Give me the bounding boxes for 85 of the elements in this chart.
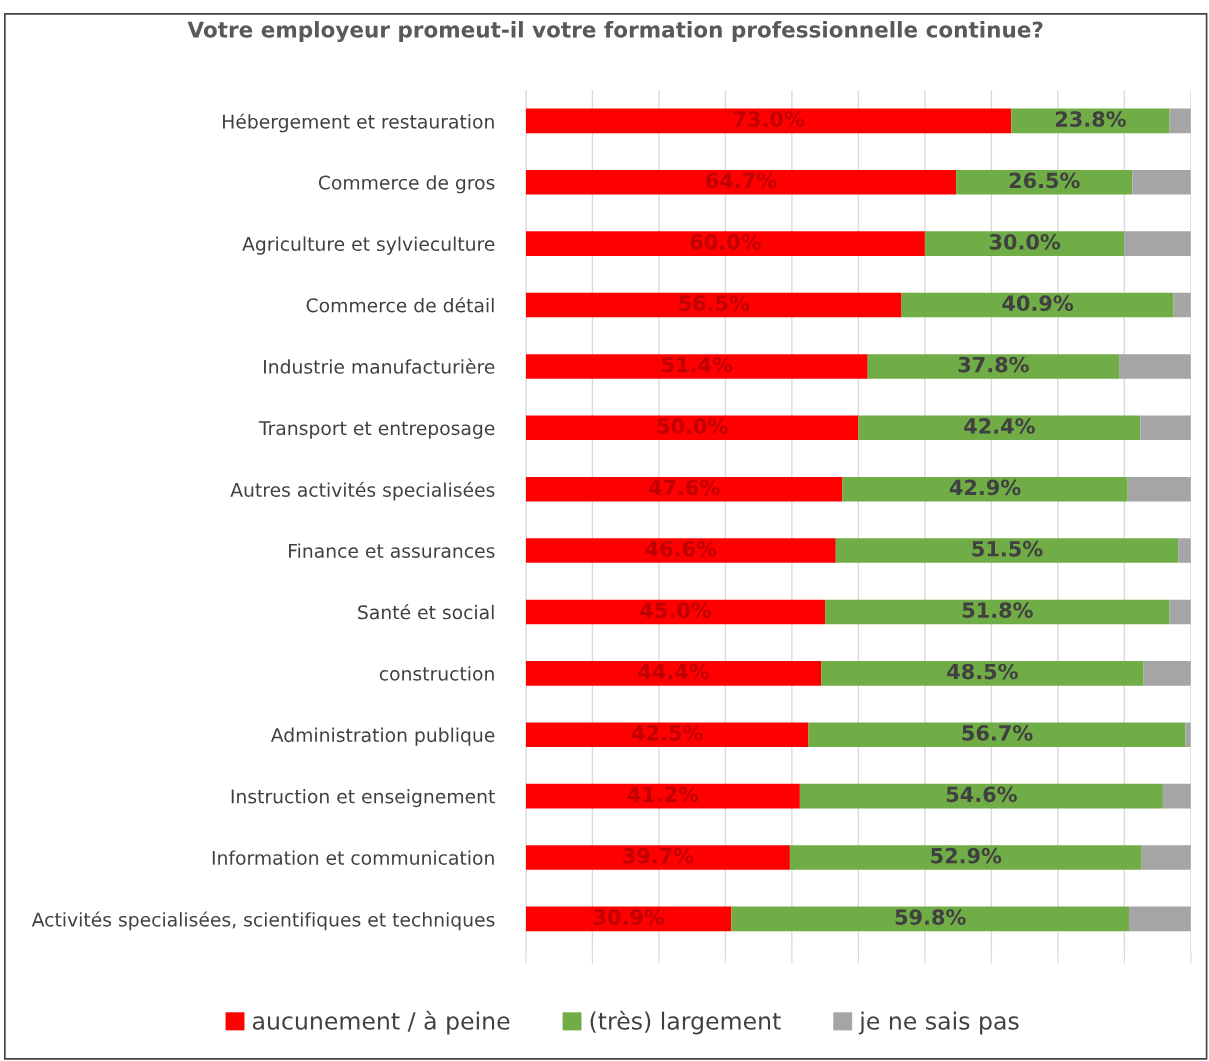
bar	[1124, 231, 1191, 256]
y-tick-label: Hébergement et restauration	[223, 113, 494, 133]
data-label: 56.7%	[962, 725, 1033, 741]
bar	[525, 845, 790, 870]
y-tick-label: Santé et social	[358, 604, 494, 620]
bar	[789, 845, 1142, 870]
bar	[821, 661, 1144, 686]
data-label: 50.0%	[657, 418, 728, 434]
data-label: 44.4%	[638, 663, 710, 680]
data-label: 54.6%	[946, 786, 1017, 803]
bar	[924, 231, 1125, 256]
bar	[525, 292, 902, 318]
legend-label: aucunement / à peine	[252, 1010, 510, 1035]
bar	[525, 599, 826, 625]
data-label: 39.7%	[623, 847, 694, 864]
y-tick-label: Commerce de gros	[318, 175, 495, 194]
bar	[1143, 661, 1191, 686]
bar	[901, 292, 1174, 318]
bar	[1162, 783, 1191, 809]
bar	[525, 415, 859, 441]
data-label: 73.0%	[733, 111, 805, 127]
legend-label: je ne sais pas	[858, 1011, 1019, 1035]
data-label: 42.5%	[632, 725, 703, 741]
bar	[525, 661, 822, 686]
data-label: 30.0%	[989, 233, 1061, 250]
bar	[1173, 292, 1191, 318]
data-label: 45.0%	[640, 602, 711, 619]
bar	[825, 599, 1170, 625]
data-label: 47.6%	[648, 479, 720, 496]
bar	[731, 906, 1130, 932]
bar	[1141, 845, 1191, 870]
bar	[1119, 354, 1191, 379]
data-label: 42.9%	[949, 479, 1021, 496]
data-label: 51.4%	[662, 356, 733, 373]
data-label: 30.9%	[593, 909, 665, 925]
data-label: 37.8%	[958, 356, 1029, 373]
data-label: 59.8%	[895, 909, 966, 925]
bar	[525, 354, 868, 379]
y-tick-label: construction	[379, 666, 494, 681]
data-label: 48.5%	[947, 663, 1018, 680]
legend-label: (très) largement	[590, 1010, 781, 1035]
bar	[842, 476, 1128, 502]
data-label: 64.7%	[706, 172, 777, 189]
bar	[525, 722, 809, 748]
bar	[525, 108, 1012, 134]
bar	[525, 538, 836, 563]
data-label: 51.5%	[972, 540, 1043, 557]
y-tick-label: Finance et assurances	[289, 543, 495, 558]
bar	[525, 231, 925, 256]
data-label: 41.2%	[627, 786, 699, 803]
y-tick-label: Autres activités specialisées	[230, 481, 495, 501]
y-tick-label: Administration publique	[270, 727, 495, 746]
bar	[835, 538, 1179, 563]
data-label: 23.8%	[1055, 111, 1126, 127]
y-tick-label: Industrie manufacturière	[264, 358, 495, 374]
bar	[1169, 108, 1191, 134]
data-label: 52.9%	[931, 847, 1002, 864]
bar	[799, 783, 1163, 809]
bar	[867, 354, 1120, 379]
bar	[1127, 476, 1191, 502]
data-label: 46.6%	[645, 540, 717, 557]
data-label: 40.9%	[1002, 295, 1074, 312]
data-label: 26.5%	[1009, 172, 1080, 189]
y-tick-label: Agriculture et sylvieculture	[242, 236, 495, 255]
chart-title: Votre employeur promeut-il votre formation professionnelle continue?	[187, 21, 1043, 43]
bar	[1140, 415, 1191, 441]
data-label: 51.8%	[962, 602, 1033, 619]
data-label: 60.0%	[690, 233, 761, 250]
bar	[1169, 599, 1191, 625]
bar	[525, 169, 957, 195]
bar	[1129, 906, 1191, 932]
bar	[1178, 538, 1191, 563]
y-tick-label: Commerce de détail	[306, 297, 494, 313]
y-tick-label: Instruction et enseignement	[231, 789, 495, 808]
bar	[525, 783, 800, 809]
y-tick-label: Information et communication	[212, 850, 494, 865]
bar	[858, 415, 1141, 441]
data-label: 42.4%	[964, 418, 1035, 434]
bar	[808, 722, 1186, 748]
bar	[525, 476, 843, 502]
data-label: 56.5%	[679, 295, 750, 312]
bar	[1132, 169, 1191, 195]
y-tick-label: Activités specialisées, scientifiques et techniques	[31, 911, 495, 931]
y-tick-label: Transport et entreposage	[258, 421, 495, 439]
bar	[956, 169, 1133, 195]
